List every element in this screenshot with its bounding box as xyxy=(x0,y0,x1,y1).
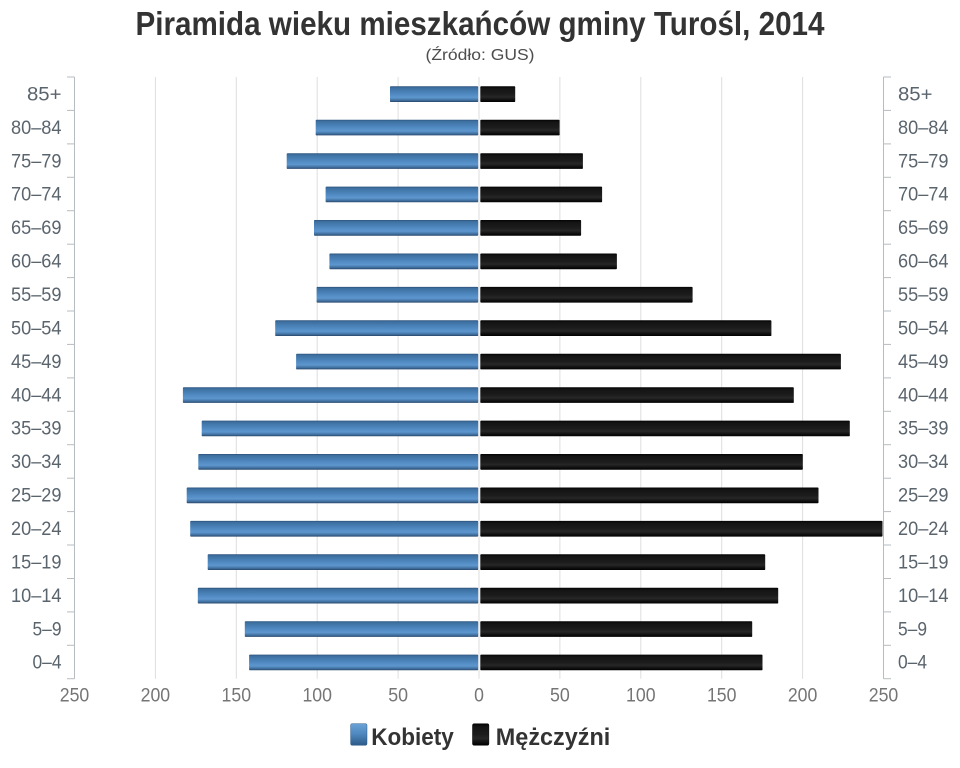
svg-text:5–9: 5–9 xyxy=(33,619,62,640)
svg-text:15–19: 15–19 xyxy=(11,552,62,573)
svg-text:150: 150 xyxy=(707,686,737,707)
svg-text:45–49: 45–49 xyxy=(898,352,949,373)
svg-text:25–29: 25–29 xyxy=(11,486,62,507)
svg-text:25–29: 25–29 xyxy=(898,486,949,507)
svg-text:35–39: 35–39 xyxy=(898,419,949,440)
svg-text:200: 200 xyxy=(788,686,818,707)
svg-text:100: 100 xyxy=(302,686,332,707)
svg-text:(Źródło: GUS): (Źródło: GUS) xyxy=(426,47,535,64)
svg-text:100: 100 xyxy=(626,686,656,707)
svg-text:20–24: 20–24 xyxy=(898,519,949,540)
svg-text:20–24: 20–24 xyxy=(11,519,62,540)
svg-text:60–64: 60–64 xyxy=(11,252,62,273)
svg-text:50–54: 50–54 xyxy=(11,318,62,339)
svg-text:Mężczyźni: Mężczyźni xyxy=(496,724,611,751)
svg-text:50–54: 50–54 xyxy=(898,318,949,339)
svg-text:50: 50 xyxy=(550,686,570,707)
svg-text:40–44: 40–44 xyxy=(11,385,62,406)
svg-text:200: 200 xyxy=(141,686,171,707)
svg-text:75–79: 75–79 xyxy=(898,151,949,172)
svg-text:50: 50 xyxy=(388,686,408,707)
svg-text:250: 250 xyxy=(869,686,899,707)
svg-text:0: 0 xyxy=(474,686,484,707)
svg-text:0–4: 0–4 xyxy=(33,653,62,674)
svg-text:75–79: 75–79 xyxy=(11,151,62,172)
svg-text:0–4: 0–4 xyxy=(898,653,927,674)
svg-text:85+: 85+ xyxy=(27,84,62,105)
svg-text:250: 250 xyxy=(60,686,90,707)
svg-text:65–69: 65–69 xyxy=(11,218,62,239)
svg-text:65–69: 65–69 xyxy=(898,218,949,239)
svg-text:70–74: 70–74 xyxy=(898,185,949,206)
svg-text:40–44: 40–44 xyxy=(898,385,949,406)
svg-text:60–64: 60–64 xyxy=(898,252,949,273)
svg-text:55–59: 55–59 xyxy=(11,285,62,306)
svg-text:30–34: 30–34 xyxy=(898,452,949,473)
svg-text:85+: 85+ xyxy=(898,84,933,105)
svg-text:15–19: 15–19 xyxy=(898,552,949,573)
svg-text:Kobiety: Kobiety xyxy=(371,724,454,751)
svg-text:55–59: 55–59 xyxy=(898,285,949,306)
svg-text:45–49: 45–49 xyxy=(11,352,62,373)
svg-text:30–34: 30–34 xyxy=(11,452,62,473)
svg-text:70–74: 70–74 xyxy=(11,185,62,206)
svg-text:10–14: 10–14 xyxy=(898,586,949,607)
svg-text:80–84: 80–84 xyxy=(898,118,949,139)
svg-text:Piramida wieku mieszkańców gmi: Piramida wieku mieszkańców gminy Turośl,… xyxy=(136,5,826,42)
svg-text:80–84: 80–84 xyxy=(11,118,62,139)
svg-text:35–39: 35–39 xyxy=(11,419,62,440)
svg-text:150: 150 xyxy=(222,686,252,707)
svg-text:10–14: 10–14 xyxy=(11,586,62,607)
svg-text:5–9: 5–9 xyxy=(898,619,927,640)
